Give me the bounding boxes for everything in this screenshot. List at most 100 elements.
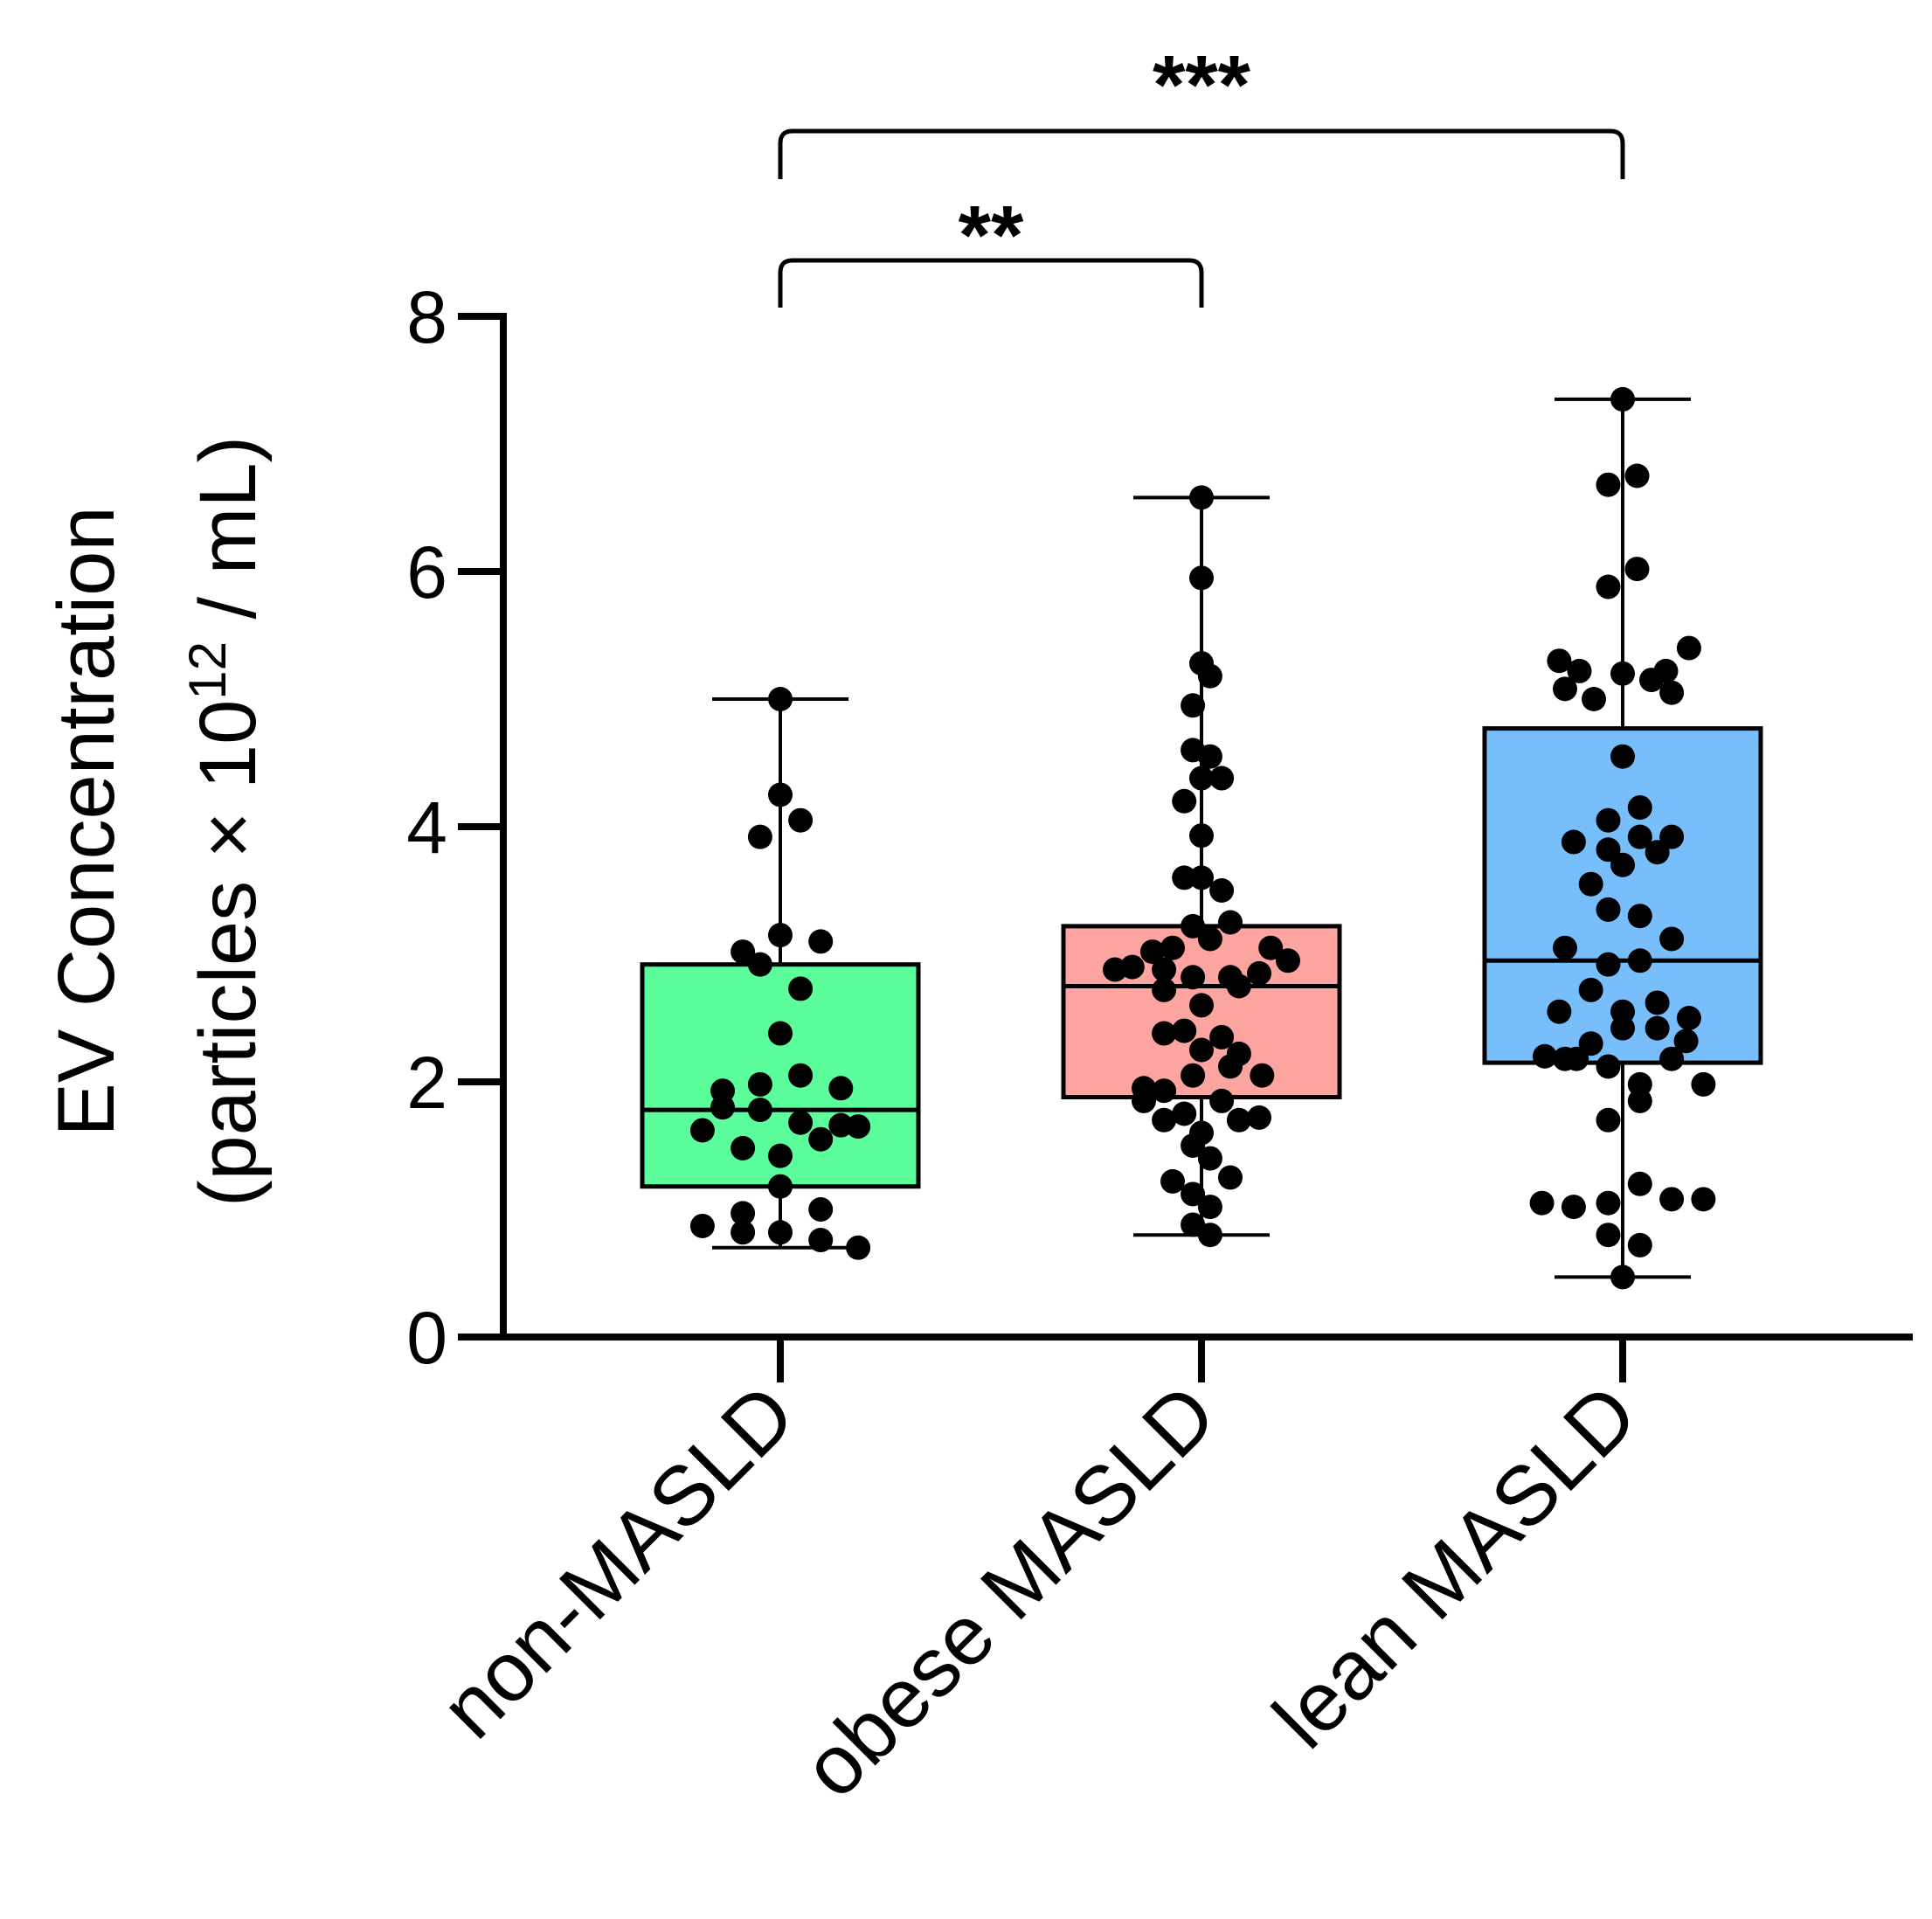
- data-point: [1659, 1046, 1685, 1071]
- significance-bracket: [778, 128, 1625, 179]
- data-point: [1627, 824, 1652, 849]
- data-point: [1645, 840, 1670, 865]
- data-point: [1564, 1046, 1589, 1071]
- x-tick-label: lean MASLD: [1256, 1367, 1655, 1766]
- data-point: [1197, 1223, 1222, 1248]
- data-point: [1653, 658, 1679, 683]
- data-point: [1181, 1181, 1206, 1207]
- data-point: [1276, 948, 1300, 973]
- data-point: [1561, 1195, 1586, 1220]
- data-point: [808, 1228, 834, 1253]
- data-point: [747, 952, 772, 977]
- data-point: [1209, 766, 1235, 791]
- data-point: [808, 1126, 834, 1152]
- data-point: [1189, 993, 1214, 1018]
- y-axis-title-line2: (particles × 1012 / mL): [178, 436, 273, 1207]
- data-point: [689, 1213, 715, 1238]
- data-point: [1596, 1107, 1621, 1133]
- data-point: [1610, 1015, 1635, 1041]
- data-point: [1596, 1054, 1621, 1079]
- data-point: [1645, 990, 1670, 1015]
- data-point: [747, 1098, 772, 1123]
- data-point: [1250, 1063, 1275, 1088]
- data-point: [747, 824, 772, 849]
- data-point: [1103, 957, 1127, 982]
- data-point: [1160, 1168, 1185, 1194]
- data-point: [788, 1110, 814, 1135]
- data-point: [1627, 1232, 1652, 1257]
- data-point: [1561, 829, 1586, 855]
- data-point: [731, 1220, 756, 1245]
- data-point: [1553, 935, 1577, 960]
- data-point: [1132, 1088, 1156, 1113]
- data-point: [768, 782, 793, 807]
- data-point: [1627, 1171, 1652, 1196]
- data-point: [1152, 1021, 1177, 1046]
- y-tick-label: 0: [406, 1297, 447, 1379]
- data-point: [1610, 852, 1635, 877]
- data-point: [689, 1118, 715, 1143]
- data-point: [768, 1174, 793, 1199]
- data-point: [1226, 1107, 1251, 1133]
- significance-label: **: [959, 189, 1024, 282]
- data-point: [1218, 1165, 1243, 1190]
- data-point: [1627, 795, 1652, 821]
- data-point: [1659, 824, 1685, 849]
- data-point: [1197, 744, 1222, 769]
- data-point: [1247, 960, 1271, 986]
- data-point: [768, 1220, 793, 1245]
- data-point: [731, 1135, 756, 1160]
- data-point: [1596, 1190, 1621, 1216]
- data-point: [1691, 1187, 1716, 1212]
- data-point: [1645, 1015, 1670, 1041]
- data-point: [1197, 663, 1222, 689]
- data-point: [768, 1143, 793, 1168]
- data-point: [788, 807, 814, 833]
- y-tick-label: 2: [406, 1042, 447, 1124]
- data-point: [1181, 693, 1206, 718]
- x-tick-label: non-MASLD: [423, 1367, 812, 1756]
- data-point: [1547, 648, 1572, 674]
- significance-bracket: [778, 258, 1204, 308]
- data-point: [1610, 744, 1635, 769]
- data-point: [1172, 788, 1197, 814]
- y-axis-title: EV Concentration (particles × 1012 / mL): [42, 436, 273, 1207]
- y-tick-label: 6: [406, 531, 447, 613]
- data-point: [1610, 386, 1635, 412]
- data-point: [1624, 463, 1650, 488]
- box-3: [1482, 397, 1763, 1279]
- data-point: [1218, 910, 1243, 935]
- x-tick-label: obese MASLD: [786, 1367, 1234, 1815]
- data-point: [1624, 557, 1650, 582]
- data-point: [1529, 1190, 1555, 1216]
- data-point: [768, 1021, 793, 1046]
- data-point: [1189, 766, 1214, 791]
- significance-brackets: *****: [778, 38, 1625, 308]
- data-point: [828, 1076, 854, 1101]
- data-point: [1172, 1018, 1197, 1043]
- data-point: [1197, 1195, 1222, 1220]
- data-point: [788, 1063, 814, 1088]
- data-point: [1247, 1105, 1271, 1130]
- data-point: [1189, 865, 1214, 890]
- data-point: [1596, 897, 1621, 922]
- data-point: [1152, 1107, 1177, 1133]
- data-point: [1189, 485, 1214, 510]
- data-point: [1209, 1024, 1235, 1050]
- y-axis-title-exponent: 12: [178, 641, 237, 700]
- y-tick-label: 4: [406, 786, 447, 869]
- data-point: [1567, 658, 1592, 683]
- y-axis-title-prefix: (particles × 10: [184, 700, 273, 1207]
- data-point: [1610, 661, 1635, 686]
- data-point: [1627, 904, 1652, 929]
- data-point: [846, 1114, 871, 1140]
- data-point: [1610, 1264, 1635, 1290]
- data-point: [1596, 952, 1621, 977]
- data-point: [1578, 977, 1603, 1002]
- data-point: [808, 1197, 834, 1222]
- data-point: [1152, 1078, 1177, 1104]
- data-points: [689, 386, 1716, 1290]
- data-point: [1181, 1133, 1206, 1158]
- data-point: [1172, 865, 1197, 890]
- data-point: [747, 1071, 772, 1097]
